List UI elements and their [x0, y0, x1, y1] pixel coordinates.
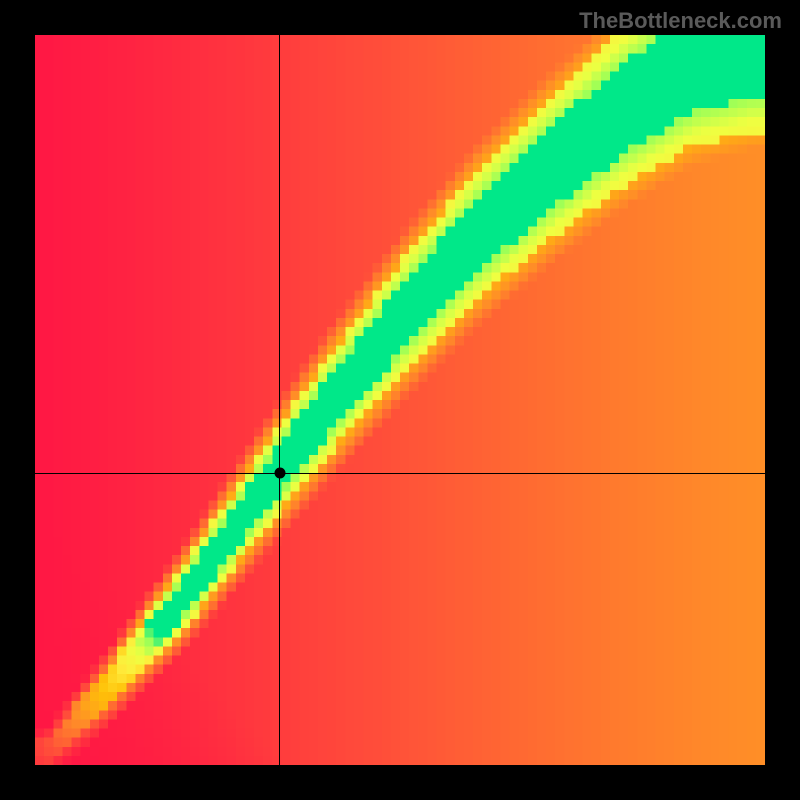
crosshair-horizontal [35, 473, 765, 474]
watermark-text: TheBottleneck.com [579, 8, 782, 34]
bottleneck-heatmap [35, 35, 765, 765]
crosshair-vertical [279, 35, 280, 765]
chart-container: { "watermark": { "text": "TheBottleneck.… [0, 0, 800, 800]
crosshair-marker [274, 468, 285, 479]
